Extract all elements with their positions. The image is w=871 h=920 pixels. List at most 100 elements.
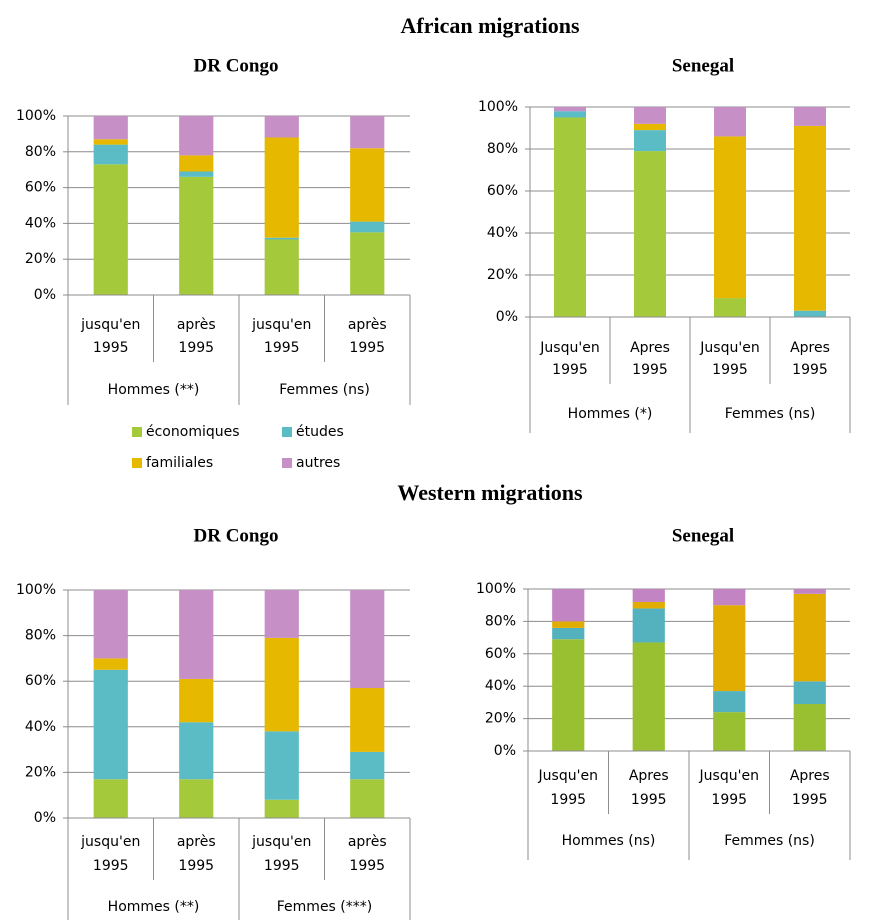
bar-segment	[179, 171, 214, 177]
x-tick-label: jusqu'en	[251, 834, 311, 850]
bar-segment	[179, 176, 214, 295]
bar-segment	[93, 590, 128, 659]
bar-segment	[552, 589, 585, 622]
bar-segment	[554, 111, 586, 118]
y-tick-label: 100%	[16, 108, 56, 124]
x-tick-label: jusqu'en	[80, 317, 140, 333]
x-tick-label: après	[177, 834, 216, 850]
bar-segment	[264, 116, 299, 138]
x-tick-label: 1995	[349, 340, 385, 356]
y-tick-label: 40%	[487, 225, 518, 241]
bar-segment	[350, 688, 385, 752]
bar-segment	[350, 232, 385, 295]
x-tick-label: 1995	[552, 362, 588, 378]
bar-segment	[713, 605, 746, 692]
legend-swatch	[132, 427, 142, 437]
bar-segment	[93, 669, 128, 780]
section-title: Western migrations	[397, 480, 583, 505]
x-tick-label: jusqu'en	[80, 834, 140, 850]
bar-segment	[713, 589, 746, 606]
x-tick-label: Jusqu'en	[699, 340, 759, 356]
bar-segment	[632, 589, 665, 602]
x-tick-label: Jusqu'en	[539, 340, 599, 356]
bar-segment	[350, 148, 385, 222]
bar-segment	[264, 239, 299, 295]
y-tick-label: 60%	[25, 673, 56, 689]
y-tick-label: 0%	[496, 309, 518, 325]
y-tick-label: 40%	[485, 678, 516, 694]
bar-segment	[793, 704, 826, 751]
bar-segment	[179, 779, 214, 818]
x-tick-label: 1995	[632, 362, 668, 378]
bar-segment	[179, 155, 214, 172]
legend-swatch	[282, 427, 292, 437]
x-tick-label: 1995	[712, 362, 748, 378]
bar-segment	[714, 298, 746, 317]
bar-segment	[554, 117, 586, 317]
bar-segment	[93, 779, 128, 818]
bar-segment	[713, 712, 746, 751]
legend-swatch	[282, 458, 292, 468]
bar-segment	[552, 639, 585, 751]
section-title: African migrations	[400, 13, 579, 38]
bar-segment	[632, 608, 665, 643]
group-label: Hommes (**)	[108, 382, 200, 398]
y-tick-label: 80%	[25, 144, 56, 160]
x-tick-label: 1995	[264, 858, 300, 874]
group-label: Hommes (**)	[108, 899, 200, 915]
bar-segment	[350, 779, 385, 818]
bar-segment	[634, 123, 666, 131]
x-tick-label: après	[348, 317, 387, 333]
chart-title: DR Congo	[194, 525, 279, 546]
bar-segment	[93, 164, 128, 295]
x-tick-label: 1995	[631, 792, 667, 808]
y-tick-label: 40%	[25, 215, 56, 231]
bar-segment	[634, 151, 666, 317]
x-tick-label: Jusqu'en	[538, 768, 598, 784]
x-tick-label: 1995	[93, 340, 129, 356]
bar-segment	[93, 658, 128, 670]
bar-segment	[264, 237, 299, 240]
x-tick-label: 1995	[178, 340, 214, 356]
bar-segment	[179, 722, 214, 780]
bar-segment	[552, 621, 585, 628]
bar-segment	[93, 144, 128, 165]
legend-label: autres	[296, 455, 340, 471]
bar-segment	[714, 107, 746, 137]
y-tick-label: 100%	[16, 582, 56, 598]
bar-segment	[264, 731, 299, 800]
group-label: Femmes (ns)	[279, 382, 370, 398]
x-tick-label: 1995	[93, 858, 129, 874]
bar-segment	[634, 130, 666, 152]
y-tick-label: 60%	[487, 183, 518, 199]
y-tick-label: 0%	[494, 743, 516, 759]
bar-segment	[554, 107, 586, 112]
x-tick-label: Apres	[629, 768, 669, 784]
group-label: Hommes (ns)	[562, 833, 656, 849]
legend-swatch	[132, 458, 142, 468]
bar-segment	[264, 799, 299, 818]
bar-segment	[714, 136, 746, 299]
x-tick-label: jusqu'en	[251, 317, 311, 333]
group-label: Femmes (ns)	[725, 406, 816, 422]
bar-segment	[179, 590, 214, 679]
bar-segment	[634, 107, 666, 124]
bar-segment	[632, 601, 665, 609]
bar-segment	[794, 310, 826, 317]
bar-segment	[794, 125, 826, 311]
y-tick-label: 60%	[25, 180, 56, 196]
y-tick-label: 0%	[34, 287, 56, 303]
y-tick-label: 20%	[485, 711, 516, 727]
x-tick-label: 1995	[349, 858, 385, 874]
chart-title: Senegal	[672, 525, 734, 546]
x-tick-label: Apres	[790, 340, 830, 356]
y-tick-label: 40%	[25, 719, 56, 735]
bar-segment	[264, 637, 299, 732]
group-label: Femmes (***)	[277, 899, 372, 915]
bar-segment	[350, 116, 385, 149]
y-tick-label: 60%	[485, 646, 516, 662]
bar-segment	[264, 137, 299, 238]
x-tick-label: 1995	[178, 858, 214, 874]
y-tick-label: 80%	[487, 141, 518, 157]
bar-segment	[350, 221, 385, 233]
